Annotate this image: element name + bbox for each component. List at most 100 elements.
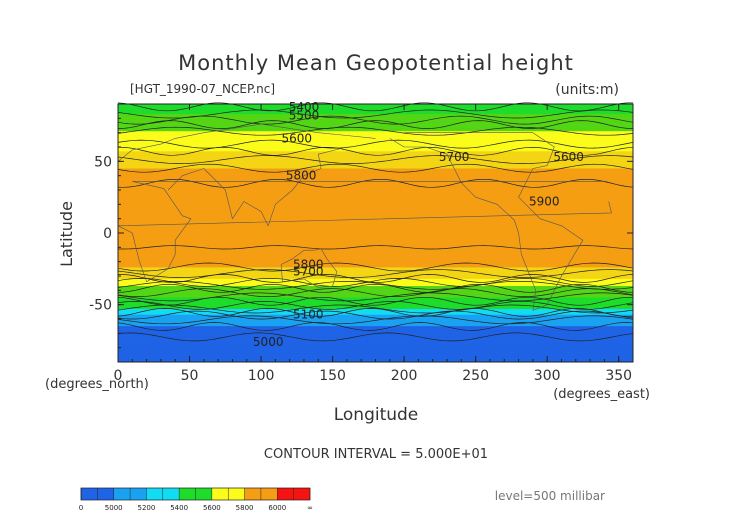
heat-band xyxy=(118,357,633,360)
heat-band xyxy=(118,195,633,198)
heat-band xyxy=(118,158,633,161)
heat-band xyxy=(118,334,633,337)
contour-line xyxy=(117,120,634,129)
colorbar-cell xyxy=(211,488,229,500)
heat-band xyxy=(118,134,633,136)
x-unit-label: (degrees_east) xyxy=(553,387,650,402)
x-tick-label: 100 xyxy=(248,368,275,384)
heat-band xyxy=(118,330,633,333)
heat-band xyxy=(118,324,633,327)
contour-line xyxy=(117,163,634,173)
x-tick-label: 150 xyxy=(319,368,346,384)
heat-band xyxy=(118,218,633,221)
heat-band xyxy=(118,331,633,334)
heat-band xyxy=(118,115,633,118)
heat-band xyxy=(118,247,633,250)
heat-band xyxy=(118,197,633,199)
heat-band xyxy=(118,147,633,149)
contour-label: 5400 xyxy=(289,100,320,114)
colorbar-cell xyxy=(81,488,98,500)
heat-band xyxy=(118,350,633,353)
heat-band xyxy=(118,108,633,111)
heat-band xyxy=(118,201,633,204)
heat-band xyxy=(118,228,633,231)
contour-line xyxy=(117,310,634,320)
heat-band xyxy=(118,167,633,169)
colorbar-cell xyxy=(293,488,311,500)
contour-label: 5900 xyxy=(529,194,560,208)
colorbar-tick-label: 5400 xyxy=(170,504,188,512)
contour-label: 5600 xyxy=(553,150,584,164)
heat-band xyxy=(118,284,633,287)
heat-band xyxy=(118,116,633,119)
heat-band xyxy=(118,234,633,237)
y-tick-label: -50 xyxy=(89,298,112,314)
colorbar-cell xyxy=(277,488,294,500)
heat-band xyxy=(118,202,633,205)
x-axis-label: Longitude xyxy=(334,405,419,425)
heat-band xyxy=(118,354,633,357)
heat-band xyxy=(118,343,633,346)
heat-band xyxy=(118,214,633,217)
coastline xyxy=(117,123,376,162)
colorbar-frame xyxy=(80,487,311,501)
colorbar-cell xyxy=(113,488,131,500)
heat-band xyxy=(118,257,633,260)
contour-line xyxy=(117,322,634,331)
heat-band xyxy=(118,230,633,232)
heat-band xyxy=(118,222,633,225)
heat-band xyxy=(118,308,633,311)
heat-band xyxy=(118,356,633,359)
heat-band xyxy=(118,132,633,135)
colorbar-cell xyxy=(195,488,213,500)
y-unit-label: (degrees_north) xyxy=(45,377,149,392)
heat-band xyxy=(118,273,633,275)
heat-band xyxy=(118,347,633,350)
heat-band xyxy=(118,339,633,341)
contour-line xyxy=(117,283,634,293)
heat-band xyxy=(118,349,633,351)
heat-band xyxy=(118,317,633,320)
heat-band xyxy=(118,296,633,298)
heat-band xyxy=(118,162,633,165)
heat-band xyxy=(118,313,633,316)
heat-band xyxy=(118,151,633,154)
heat-band xyxy=(118,122,633,125)
heat-band xyxy=(118,321,633,324)
heat-band xyxy=(118,224,633,227)
heat-band xyxy=(118,231,633,234)
colorbar-tick-label: ∞ xyxy=(307,504,313,512)
colorbar-cell xyxy=(146,488,164,500)
heat-band xyxy=(118,286,633,288)
heat-band xyxy=(118,277,633,280)
heat-band xyxy=(118,135,633,138)
heat-band xyxy=(118,221,633,224)
chart-title: Monthly Mean Geopotential height xyxy=(178,51,574,75)
heat-band xyxy=(118,105,633,108)
heat-band xyxy=(118,114,633,116)
heat-band xyxy=(118,205,633,208)
heat-band xyxy=(118,200,633,202)
heat-band xyxy=(118,245,633,248)
heat-band xyxy=(118,233,633,235)
heat-band xyxy=(118,217,633,220)
contour-label: 5700 xyxy=(293,265,324,279)
level-text: level=500 millibar xyxy=(495,489,605,503)
heat-band xyxy=(118,157,633,159)
x-tick-label: 50 xyxy=(181,368,199,384)
heat-band xyxy=(118,177,633,179)
contour-label: 5500 xyxy=(289,108,320,122)
heat-band xyxy=(118,112,633,115)
units-label: (units:m) xyxy=(555,82,619,98)
heat-band xyxy=(118,311,633,314)
heat-band xyxy=(118,148,633,151)
contour-interval-text: CONTOUR INTERVAL = 5.000E+01 xyxy=(264,447,488,462)
heat-band xyxy=(118,212,633,215)
heat-band xyxy=(118,225,633,228)
heat-band xyxy=(118,171,633,174)
heat-band xyxy=(118,138,633,141)
heat-band xyxy=(118,276,633,278)
heat-band xyxy=(118,124,633,126)
